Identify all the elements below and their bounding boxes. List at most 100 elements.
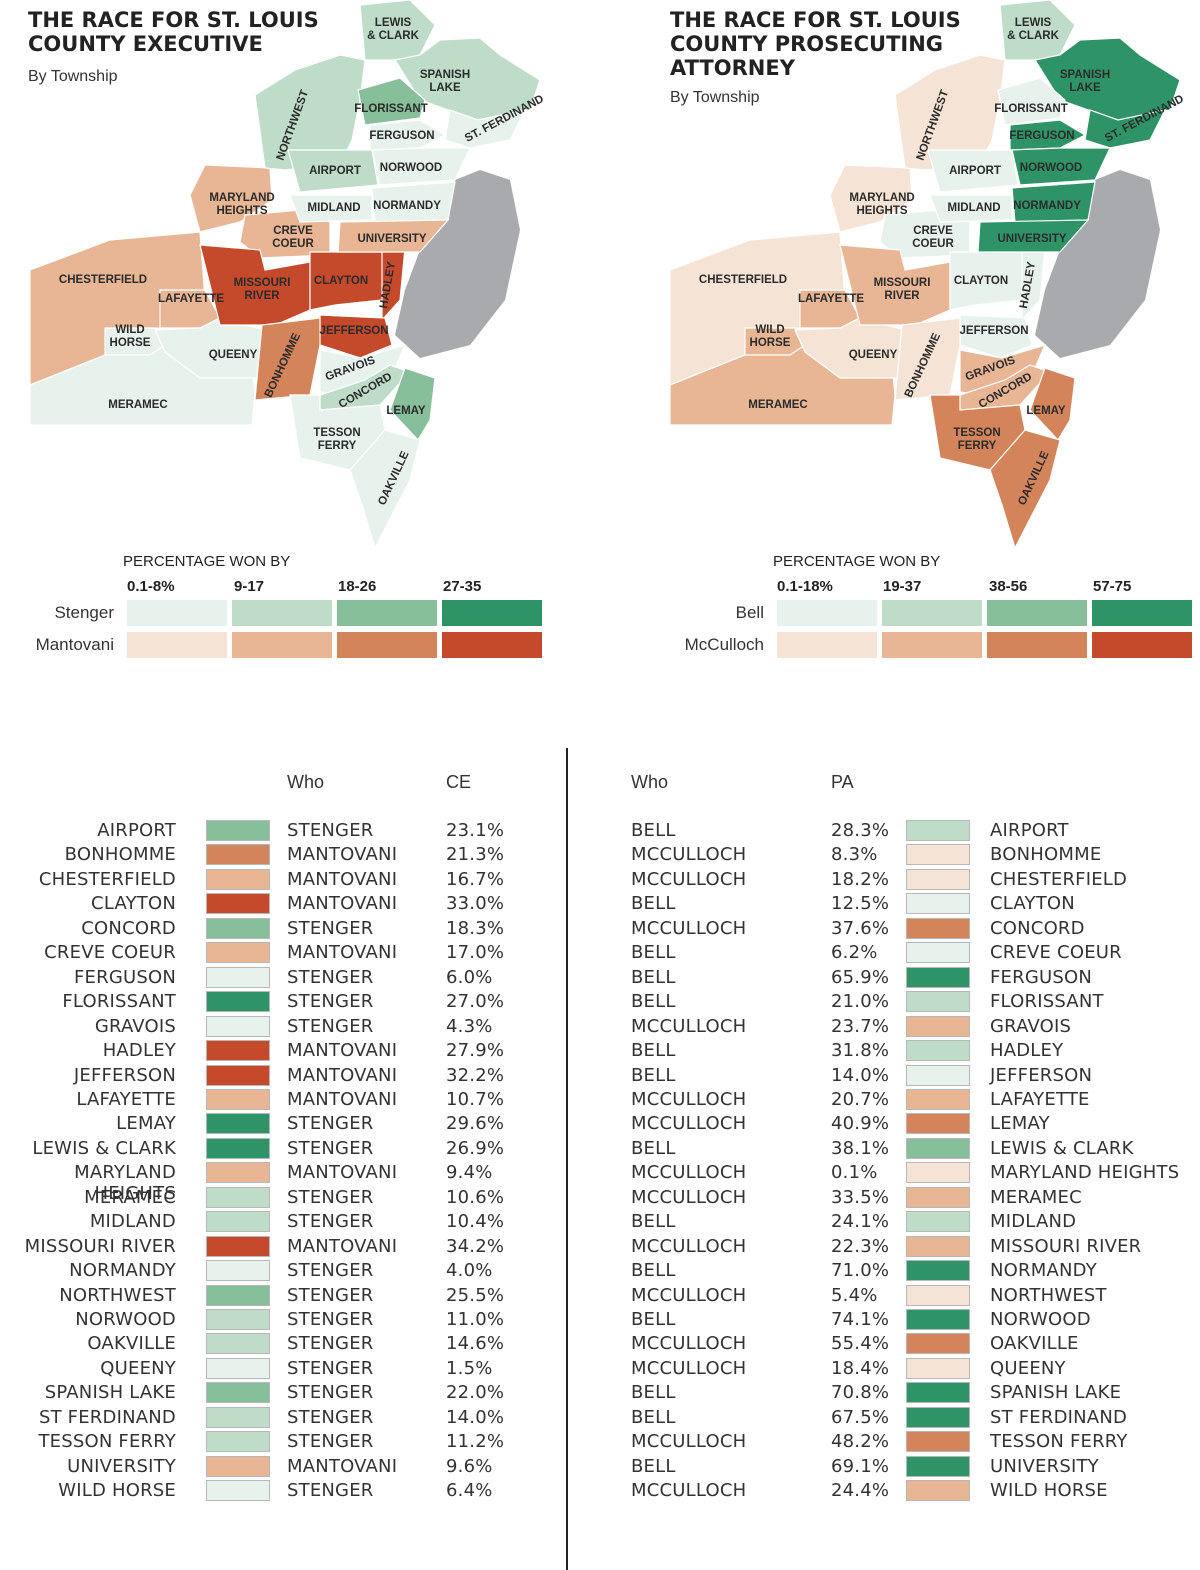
ce-percent: 4.3% xyxy=(446,1015,493,1037)
township-name-left: MIDLAND xyxy=(89,1211,176,1233)
pa-percent: 37.6% xyxy=(831,917,890,939)
table-row: CONCORD STENGER 18.3% MCCULLOCH 37.6% CONCORD xyxy=(0,917,1200,942)
table-row: HADLEY MANTOVANI 27.9% BELL 31.8% HADLEY xyxy=(0,1040,1200,1064)
legend-bin-2: 9-17 xyxy=(234,578,265,595)
township-name-right: LEMAY xyxy=(990,1113,1050,1135)
ce-color-box xyxy=(206,844,270,866)
pa-percent: 14.0% xyxy=(831,1064,890,1086)
ce-color-box xyxy=(206,966,270,988)
ce-color-box xyxy=(206,1088,270,1110)
ce-winner: STENGER xyxy=(287,1284,374,1306)
ce-percent: 27.9% xyxy=(446,1040,505,1062)
pa-percent: 71.0% xyxy=(831,1260,890,1282)
township-name-right: LAFAYETTE xyxy=(990,1088,1090,1110)
township-name-left: WILD HORSE xyxy=(58,1480,176,1502)
pa-color-box xyxy=(906,942,970,964)
ce-percent: 10.7% xyxy=(446,1088,505,1110)
pa-winner: BELL xyxy=(631,820,676,841)
map-label-spanish: SPANISH LAKE xyxy=(420,69,470,94)
township-wild xyxy=(744,327,806,356)
ce-color-box xyxy=(206,942,270,964)
township-name-left: CHESTERFIELD xyxy=(38,868,176,890)
map-label-queeny: QUEENY xyxy=(849,349,898,361)
legend-candidate-stenger: Stenger xyxy=(54,603,114,622)
ce-percent: 34.2% xyxy=(446,1235,505,1257)
ce-color-box xyxy=(206,1113,270,1135)
pa-color-box xyxy=(906,1406,970,1428)
map-label-jefferson: JEFFERSON xyxy=(959,325,1028,337)
ce-winner: MANTOVANI xyxy=(287,1064,398,1086)
pa-color-box xyxy=(906,991,970,1013)
ce-percent: 23.1% xyxy=(446,820,505,841)
map-label-maryland: MARYLAND HEIGHTS xyxy=(849,192,914,217)
map-label-lewis: LEWIS & CLARK xyxy=(367,17,419,42)
pa-color-box xyxy=(906,1357,970,1379)
pa-color-box xyxy=(906,1088,970,1110)
pa-winner: MCCULLOCH xyxy=(631,1431,747,1453)
pa-percent: 33.5% xyxy=(831,1186,890,1208)
township-name-left: NORMANDY xyxy=(69,1260,176,1282)
ce-color-box xyxy=(206,917,270,939)
ce-winner: MANTOVANI xyxy=(287,1040,398,1062)
ce-winner: STENGER xyxy=(287,1211,374,1233)
township-wild xyxy=(104,327,166,356)
table-row: MERAMEC STENGER 10.6% MCCULLOCH 33.5% MERAMEC xyxy=(0,1186,1200,1211)
township-name-right: WILD HORSE xyxy=(990,1480,1108,1502)
pa-color-box xyxy=(906,1162,970,1184)
township-name-left: OAKVILLE xyxy=(87,1333,176,1355)
map-label-tesson: TESSON FERRY xyxy=(953,427,1000,452)
pa-color-box xyxy=(906,1040,970,1062)
pa-percent: 12.5% xyxy=(831,893,890,915)
legend-heading: PERCENTAGE WON BY xyxy=(123,553,291,570)
ce-winner: STENGER xyxy=(287,917,374,939)
ce-winner: STENGER xyxy=(287,1357,374,1379)
table-row: NORMANDY STENGER 4.0% BELL 71.0% NORMANDY xyxy=(0,1260,1200,1284)
pa-winner: BELL xyxy=(631,1260,676,1282)
ce-percent: 26.9% xyxy=(446,1137,505,1159)
map-label-clayton: CLAYTON xyxy=(954,275,1008,287)
legend-candidate-mcculloch: McCulloch xyxy=(684,635,764,654)
prosecuting-attorney-title: THE RACE FOR ST. LOUIS COUNTY PROSECUTIN… xyxy=(670,8,961,80)
ce-winner: STENGER xyxy=(287,1015,374,1037)
ce-percent: 16.7% xyxy=(446,868,505,890)
township-name-right: CHESTERFIELD xyxy=(990,868,1128,890)
ce-winner: STENGER xyxy=(287,1137,374,1159)
map-label-lafayette: LAFAYETTE xyxy=(798,293,864,305)
pa-winner: MCCULLOCH xyxy=(631,1162,747,1184)
township-name-right: JEFFERSON xyxy=(990,1064,1093,1086)
pa-percent: 74.1% xyxy=(831,1309,890,1330)
township-name-right: TESSON FERRY xyxy=(990,1431,1128,1453)
map-label-airport: AIRPORT xyxy=(309,165,361,177)
pa-percent: 21.0% xyxy=(831,991,890,1013)
pa-percent: 6.2% xyxy=(831,942,878,964)
map-label-airport: AIRPORT xyxy=(949,165,1001,177)
ce-percent: 29.6% xyxy=(446,1113,505,1135)
ce-percent: 27.0% xyxy=(446,991,505,1013)
township-name-left: NORWOOD xyxy=(75,1309,176,1330)
ce-winner: STENGER xyxy=(287,1480,374,1502)
map-label-lemay: LEMAY xyxy=(386,405,426,417)
pa-legend-green-swatch-1 xyxy=(777,600,877,626)
ce-value-header: CE xyxy=(446,772,472,792)
legend-bin-4: 27-35 xyxy=(443,578,482,595)
ce-legend-green-swatch-2 xyxy=(232,600,332,626)
ce-winner: STENGER xyxy=(287,991,374,1013)
mississippi-river xyxy=(1035,170,1160,358)
township-name-right: FLORISSANT xyxy=(990,991,1104,1013)
table-divider xyxy=(566,748,568,1570)
map-label-ferguson: FERGUSON xyxy=(1009,130,1074,142)
legend-bin-2: 19-37 xyxy=(883,578,922,595)
map-label-lemay: LEMAY xyxy=(1026,405,1066,417)
township-lemay xyxy=(389,367,436,441)
township-university xyxy=(977,219,1090,253)
map-label-meramec: MERAMEC xyxy=(748,399,807,411)
township-name-right: CREVE COEUR xyxy=(990,942,1122,964)
pa-winner: BELL xyxy=(631,942,676,964)
map-label-university: UNIVERSITY xyxy=(997,233,1066,245)
township-name-left: QUEENY xyxy=(100,1357,176,1379)
ce-legend-green-swatch-1 xyxy=(127,600,227,626)
pa-winner: MCCULLOCH xyxy=(631,1284,747,1306)
township-florissant xyxy=(357,77,426,126)
township-name-left: TESSON FERRY xyxy=(38,1431,176,1453)
table-row: LEWIS & CLARK STENGER 26.9% BELL 38.1% LEWIS … xyxy=(0,1137,1200,1162)
